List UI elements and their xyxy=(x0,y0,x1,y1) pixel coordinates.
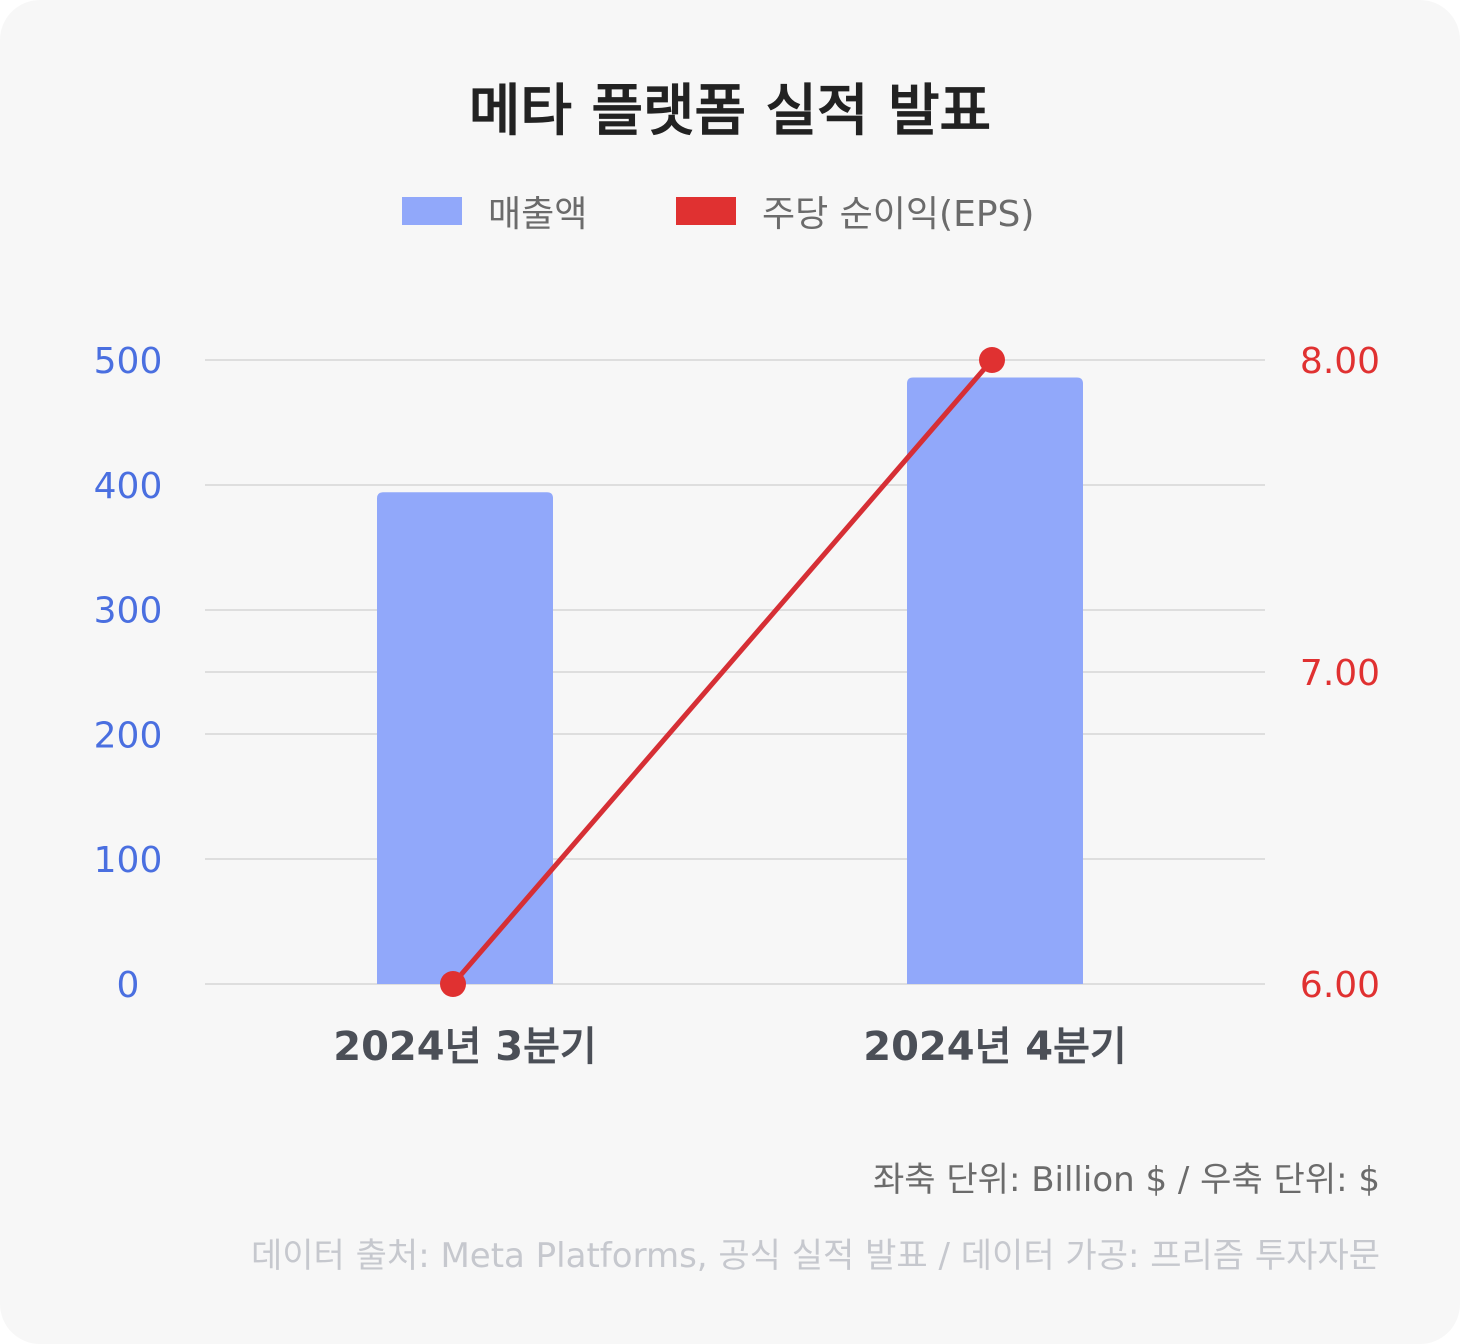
unit-note: 좌축 단위: Billion $ / 우축 단위: $ xyxy=(873,1160,1380,1200)
y-left-tick-label: 300 xyxy=(94,591,163,632)
revenue-bar xyxy=(377,492,553,984)
legend-label-eps: 주당 순이익(EPS) xyxy=(762,194,1035,235)
legend-item-eps: 주당 순이익(EPS) xyxy=(676,188,1035,235)
x-category-label: 2024년 3분기 xyxy=(333,1024,597,1070)
legend: 매출액 주당 순이익(EPS) xyxy=(0,188,1460,235)
y-left-tick-label: 100 xyxy=(94,840,163,881)
x-category-label: 2024년 4분기 xyxy=(863,1024,1127,1070)
y-left-tick-label: 400 xyxy=(94,466,163,507)
legend-item-revenue: 매출액 xyxy=(402,188,588,235)
y-right-tick-label: 6.00 xyxy=(1300,965,1380,1006)
eps-point xyxy=(979,347,1005,373)
legend-swatch-eps xyxy=(676,197,736,225)
y-right-tick-label: 7.00 xyxy=(1300,653,1380,694)
legend-label-revenue: 매출액 xyxy=(488,194,588,235)
y-left-tick-label: 0 xyxy=(117,965,140,1006)
chart-plot: 0 100 200 300 400 500 6.00 7.00 8.00 2024년 3분기 202… xyxy=(94,341,1380,1070)
chart-title: 메타 플랫폼 실적 발표 xyxy=(468,79,992,144)
source-note: 데이터 출처: Meta Platforms, 공식 실적 발표 / 데이터 가… xyxy=(250,1236,1380,1276)
y-left-tick-label: 500 xyxy=(94,341,163,382)
y-left-tick-label: 200 xyxy=(94,715,163,756)
eps-line xyxy=(450,357,995,987)
revenue-bar xyxy=(907,377,1083,984)
y-right-tick-label: 8.00 xyxy=(1300,341,1380,382)
legend-swatch-revenue xyxy=(402,197,462,225)
eps-point xyxy=(440,971,466,997)
